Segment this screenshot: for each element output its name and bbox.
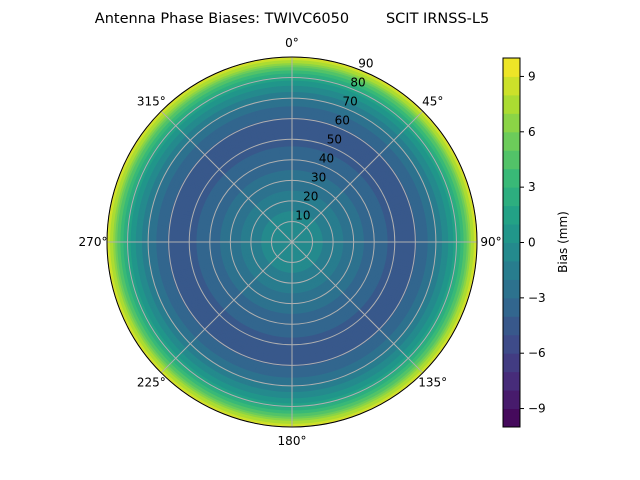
angular-gridline <box>160 110 293 243</box>
colorbar-level <box>503 168 520 188</box>
colorbar-level <box>503 205 520 225</box>
angular-tick-labels: 0° 45° 90° 135° 180° 225° 270° 315° <box>79 36 502 448</box>
colorbar-tick-label: 3 <box>528 180 536 194</box>
radial-tick-label: 50 <box>327 133 342 147</box>
colorbar-level <box>503 408 520 428</box>
radial-tick-label: 30 <box>311 171 326 185</box>
colorbar-level <box>503 279 520 299</box>
angular-tick-label: 180° <box>278 434 307 448</box>
colorbar-level <box>503 390 520 410</box>
colorbar-level <box>503 260 520 280</box>
colorbar-level <box>503 224 520 243</box>
angular-tick-label: 0° <box>285 36 299 50</box>
colorbar-level <box>503 316 520 336</box>
colorbar-level <box>503 242 520 262</box>
angular-tick-label: 270° <box>79 235 108 249</box>
colorbar-level <box>503 353 520 373</box>
angular-tick-label: 90° <box>480 235 501 249</box>
colorbar-label: Bias (mm) <box>556 211 570 273</box>
angular-gridline <box>160 241 293 374</box>
colorbar-tick-label: 9 <box>528 69 536 83</box>
polar-frame <box>106 56 478 428</box>
radial-tick-label: 20 <box>303 190 318 204</box>
angular-tick-label: 225° <box>137 376 166 390</box>
radial-tick-labels: 10 20 30 40 50 60 70 80 90 <box>295 57 373 223</box>
colorbar-level <box>503 371 520 391</box>
colorbar-tick-label: 6 <box>528 125 536 139</box>
colorbar-ticks: 9 6 3 0 −3 −6 −9 <box>520 69 546 416</box>
radial-tick-label: 60 <box>335 114 350 128</box>
colorbar-tick-label: −6 <box>528 346 546 360</box>
radial-tick-label: 90 <box>358 57 373 71</box>
colorbar-level <box>503 187 520 207</box>
chart-title: Antenna Phase Biases: TWIVC6050 SCIT IRN… <box>95 11 489 27</box>
angular-tick-label: 135° <box>418 376 447 390</box>
colorbar-level <box>503 334 520 354</box>
angular-gridline <box>291 110 424 243</box>
angular-tick-label: 315° <box>137 94 166 108</box>
polar-grid <box>106 56 478 428</box>
angular-gridline <box>291 241 424 374</box>
colorbar-level <box>503 131 520 151</box>
colorbar-tick-label: 0 <box>528 236 536 250</box>
colorbar <box>502 57 521 428</box>
colorbar-tick-label: −3 <box>528 291 546 305</box>
colorbar-level <box>503 150 520 170</box>
colorbar-tick-label: −9 <box>528 402 546 416</box>
colorbar-level <box>503 58 520 77</box>
angular-tick-label: 45° <box>422 94 443 108</box>
colorbar-level <box>503 94 520 114</box>
radial-tick-label: 70 <box>342 95 357 109</box>
radial-tick-label: 80 <box>350 76 365 90</box>
colorbar-level <box>503 76 520 96</box>
colorbar-level <box>503 297 520 317</box>
colorbar-level <box>503 113 520 133</box>
radial-tick-label: 40 <box>319 152 334 166</box>
radial-tick-label: 10 <box>295 209 310 223</box>
